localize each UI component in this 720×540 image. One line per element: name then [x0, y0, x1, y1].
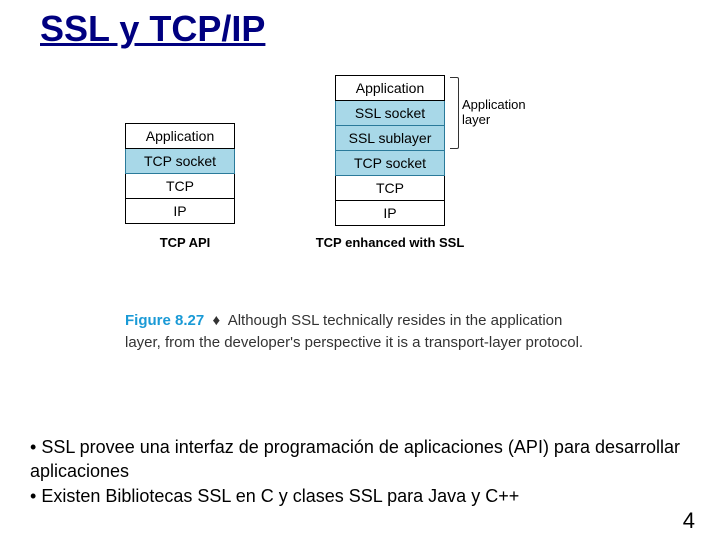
figure-label: Figure 8.27	[125, 312, 204, 329]
slide-title: SSL y TCP/IP	[40, 8, 265, 50]
page-number: 4	[683, 508, 695, 534]
right-stack-caption: TCP enhanced with SSL	[310, 235, 470, 250]
left-row-2: TCP	[126, 174, 235, 199]
figure-area: Application TCP socket TCP IP TCP API Ap…	[100, 75, 620, 305]
right-row-5: IP	[336, 201, 445, 226]
right-row-1: SSL socket	[336, 101, 445, 126]
right-row-3: TCP socket	[336, 151, 445, 176]
bullet-2: Existen Bibliotecas SSL en C y clases SS…	[41, 486, 519, 506]
bullet-list: • SSL provee una interfaz de programació…	[30, 435, 680, 508]
left-stack: Application TCP socket TCP IP	[125, 123, 235, 224]
right-row-2: SSL sublayer	[336, 126, 445, 151]
right-row-0: Application	[336, 76, 445, 101]
bullet-1: SSL provee una interfaz de programación …	[30, 437, 680, 481]
left-row-3: IP	[126, 199, 235, 224]
right-row-4: TCP	[336, 176, 445, 201]
right-stack: Application SSL socket SSL sublayer TCP …	[335, 75, 445, 226]
left-row-0: Application	[126, 124, 235, 149]
brace	[450, 77, 459, 149]
brace-label: Application layer	[462, 97, 552, 127]
left-row-1: TCP socket	[126, 149, 235, 174]
figure-caption: Figure 8.27 ♦ Although SSL technically r…	[125, 310, 595, 354]
left-stack-caption: TCP API	[145, 235, 225, 250]
